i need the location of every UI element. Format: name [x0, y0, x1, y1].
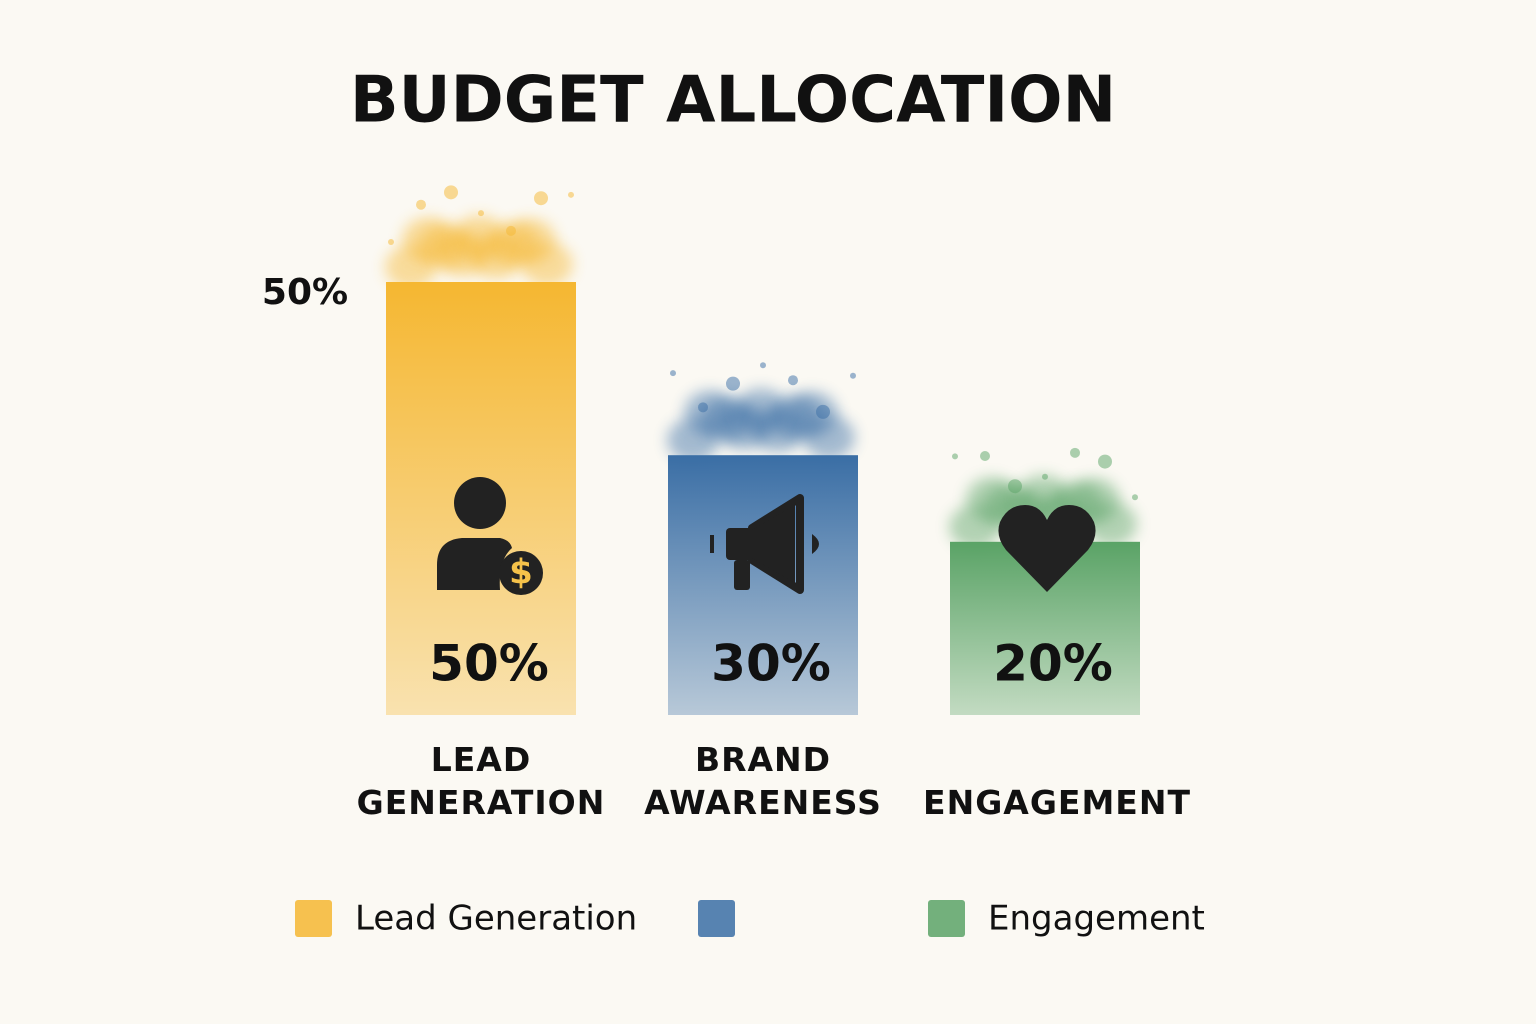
- splash-dot: [478, 210, 484, 217]
- splash-dot: [1008, 479, 1022, 494]
- splash-dot: [1132, 494, 1138, 501]
- splash-dot: [444, 185, 458, 200]
- splash-dot: [534, 191, 548, 206]
- legend-swatch: [928, 900, 965, 937]
- brand-icon: [710, 494, 819, 594]
- splash-dot: [816, 404, 830, 419]
- x-tick-label: ENGAGEMENT: [923, 783, 1191, 822]
- splash-dot: [670, 370, 676, 377]
- splash-dot: [416, 199, 426, 210]
- legend-swatch: [295, 900, 332, 937]
- splash-dot: [850, 372, 856, 379]
- legend-label: Lead Generation: [355, 899, 637, 939]
- value-label: 20%: [993, 635, 1113, 693]
- engagement-icon: [998, 505, 1096, 592]
- splash-dot: [698, 402, 708, 413]
- splash-dot: [788, 375, 798, 386]
- splash: [1085, 501, 1137, 546]
- splash-dot: [388, 239, 394, 245]
- splash-dot: [726, 376, 740, 391]
- legend-swatch: [698, 900, 735, 937]
- bar: [668, 455, 858, 715]
- splash-dot: [1042, 473, 1048, 480]
- value-label: 50%: [429, 635, 549, 693]
- bars: [385, 185, 1140, 715]
- splash-dot: [952, 453, 958, 460]
- legend-label: Engagement: [988, 899, 1205, 939]
- splash: [521, 242, 573, 287]
- splash: [803, 415, 855, 460]
- x-tick-label: LEAD GENERATION: [356, 740, 606, 822]
- splash-dot: [760, 362, 766, 369]
- splash-dot: [1098, 454, 1112, 469]
- splash-dot: [506, 225, 516, 236]
- legend: Lead Generation Engagement: [295, 899, 1205, 939]
- splash-dot: [568, 191, 574, 198]
- value-label: 30%: [711, 635, 831, 693]
- svg-text:$: $: [509, 553, 533, 593]
- y-tick-label: 50%: [262, 272, 348, 313]
- x-tick-label: BRAND AWARENESS: [644, 740, 882, 822]
- splash-dot: [1070, 447, 1080, 458]
- lead-icon: $: [437, 477, 543, 595]
- splash-dot: [980, 450, 990, 461]
- chart-title: BUDGET ALLOCATION: [350, 64, 1116, 138]
- icons: $: [437, 477, 1096, 595]
